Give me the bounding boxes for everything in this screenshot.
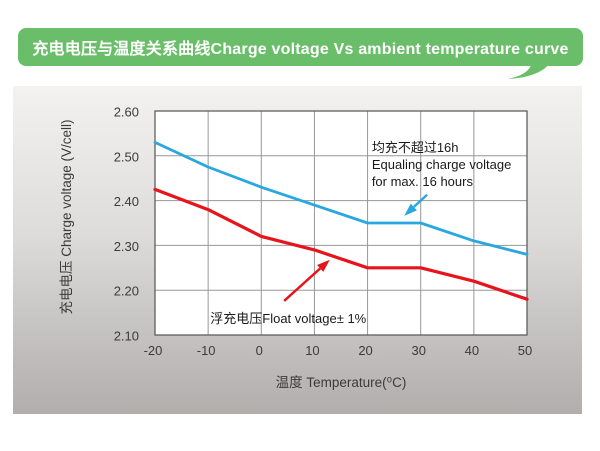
float-note-arrow-arrowhead: [317, 259, 330, 272]
x-tick-label: 0: [256, 343, 263, 358]
x-tick-label: -10: [197, 343, 216, 358]
banner-tail-decoration: [508, 65, 548, 79]
x-tick-label: 40: [465, 343, 479, 358]
y-tick-label: 2.20: [114, 284, 139, 299]
title-banner: 充电电压与温度关系曲线Charge voltage Vs ambient tem…: [18, 28, 583, 66]
equalizing-note-text: for max. 16 hours: [372, 174, 474, 189]
x-tick-label: 30: [411, 343, 425, 358]
y-tick-label: 2.10: [114, 329, 139, 344]
x-tick-label: -20: [144, 343, 163, 358]
float-voltage-curve: [153, 187, 529, 301]
equalizing-note-arrow-arrowhead: [404, 203, 417, 216]
x-axis-title: 温度 Temperature(⁰C): [276, 375, 407, 390]
plot-frame: [154, 110, 528, 336]
y-tick-label: 2.30: [114, 239, 139, 254]
page-title: 充电电压与温度关系曲线Charge voltage Vs ambient tem…: [32, 41, 569, 58]
equalizing-charge-curve: [153, 141, 529, 256]
equalizing-note-text: Equaling charge voltage: [372, 157, 512, 172]
plot-area: [155, 111, 527, 335]
equalizing-note-text: 均充不超过16h: [372, 140, 459, 155]
equalizing-note-arrow-line: [412, 193, 428, 208]
float-note-text: 浮充电压Float voltage± 1%: [210, 311, 366, 326]
y-tick-label: 2.40: [114, 194, 139, 209]
y-axis-title: 充电电压 Charge voltage (V/cell): [59, 119, 74, 314]
float-note-arrow-line: [283, 267, 321, 302]
chart-panel: 2.60 2.50 2.40 2.30 2.20 2.10 -20 -10 0 10 20 30 40 5…: [13, 86, 582, 414]
charge-voltage-chart: 2.60 2.50 2.40 2.30 2.20 2.10 -20 -10 0 10 20 30 40 5…: [59, 105, 532, 391]
x-tick-label: 20: [358, 343, 372, 358]
y-tick-label: 2.50: [114, 149, 139, 164]
x-tick-label: 50: [518, 343, 532, 358]
x-tick-label: 10: [305, 343, 319, 358]
y-tick-label: 2.60: [114, 105, 139, 120]
